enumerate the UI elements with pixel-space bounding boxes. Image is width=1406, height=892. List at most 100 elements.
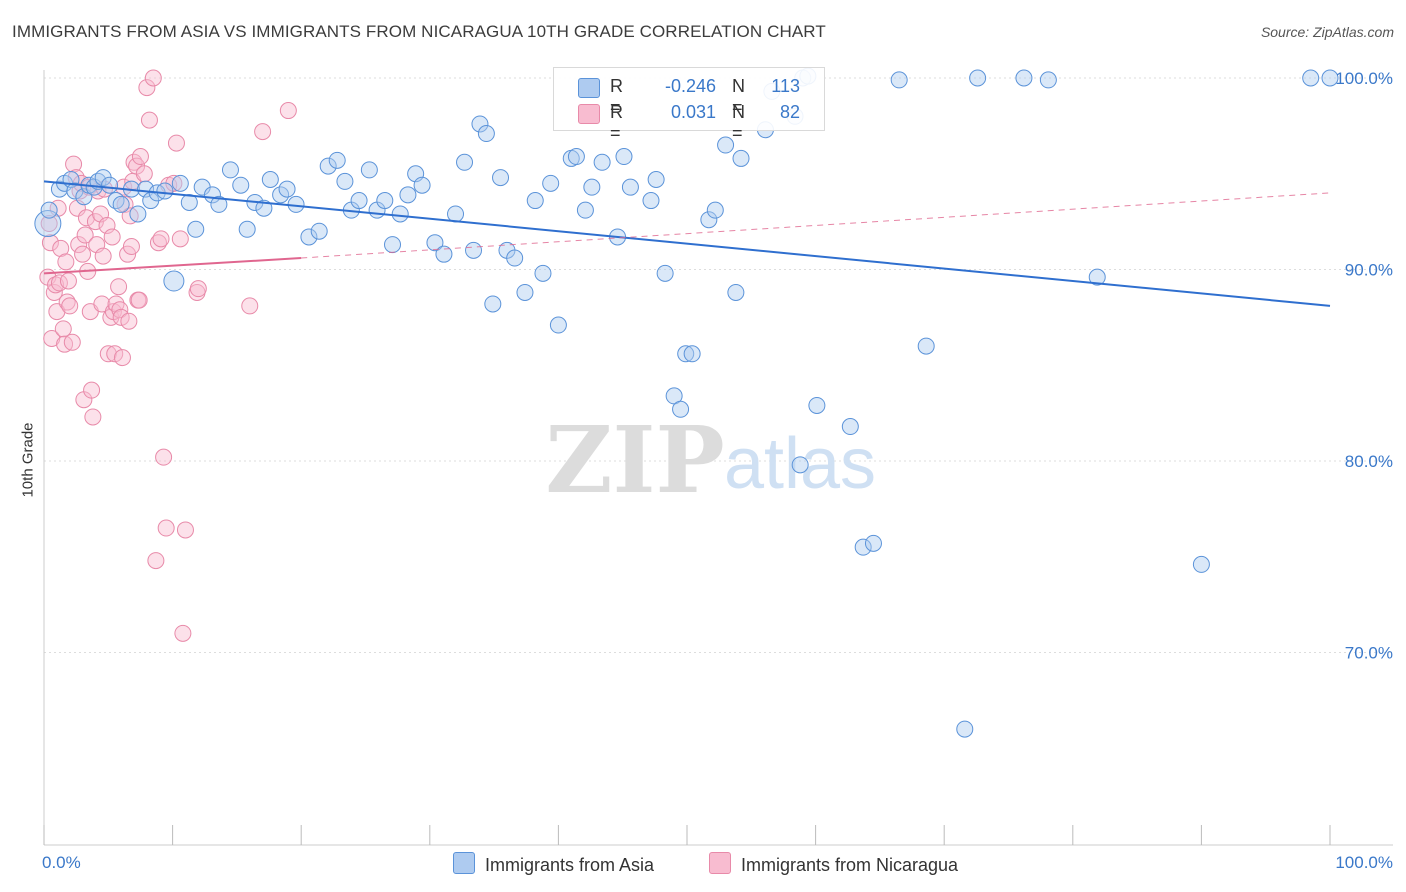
point-asia xyxy=(576,201,594,219)
point-asia xyxy=(376,192,394,210)
point-nicaragua xyxy=(57,253,75,271)
point-asia xyxy=(484,295,502,313)
point-asia xyxy=(101,176,119,194)
point-asia xyxy=(319,157,337,175)
point-nicaragua xyxy=(135,165,153,183)
correlation-legend: R = -0.246 N = 113 R = 0.031 N = 82 xyxy=(553,67,825,143)
point-asia xyxy=(300,228,318,246)
point-nicaragua xyxy=(40,215,58,233)
x-tick-label-min: 0.0% xyxy=(42,853,81,872)
point-asia xyxy=(384,236,402,254)
point-nicaragua xyxy=(279,102,297,120)
legend-r-value-nicaragua: 0.031 xyxy=(670,102,716,122)
point-asia xyxy=(567,148,585,166)
point-asia xyxy=(534,264,552,282)
point-asia xyxy=(642,192,660,210)
point-nicaragua xyxy=(99,345,117,363)
y-tick-label: 70.0% xyxy=(1345,644,1393,663)
point-asia xyxy=(621,178,639,196)
point-nicaragua xyxy=(131,148,149,166)
point-nicaragua xyxy=(140,111,158,129)
point-asia xyxy=(683,345,701,363)
point-asia xyxy=(232,176,250,194)
point-asia xyxy=(593,153,611,171)
point-asia xyxy=(1321,69,1339,87)
point-asia xyxy=(34,210,62,238)
point-nicaragua xyxy=(176,521,194,539)
point-asia xyxy=(542,174,560,192)
bottom-legend-swatch-nicaragua xyxy=(709,852,731,874)
point-asia xyxy=(210,195,228,213)
point-asia xyxy=(278,180,296,198)
trendline-nicaragua-dashed xyxy=(301,192,1331,259)
bottom-legend-asia[interactable]: Immigrants from Asia xyxy=(453,852,654,876)
point-asia xyxy=(350,192,368,210)
point-asia xyxy=(171,174,189,192)
axes xyxy=(43,70,1393,846)
point-asia xyxy=(956,720,974,738)
point-asia xyxy=(864,534,882,552)
point-asia xyxy=(447,205,465,223)
point-asia xyxy=(391,205,409,223)
point-nicaragua xyxy=(152,230,170,248)
point-asia xyxy=(656,264,674,282)
point-asia xyxy=(255,199,273,217)
point-nicaragua xyxy=(138,79,156,97)
watermark-atlas: atlas xyxy=(724,424,876,504)
point-nicaragua xyxy=(61,297,79,315)
point-asia xyxy=(1015,69,1033,87)
legend-swatch-nicaragua xyxy=(578,104,600,124)
y-tick-label: 80.0% xyxy=(1345,452,1393,471)
point-nicaragua xyxy=(70,236,88,254)
point-asia xyxy=(456,153,474,171)
point-nicaragua xyxy=(76,226,94,244)
legend-n-label: N = xyxy=(732,76,745,117)
point-nicaragua xyxy=(84,408,102,426)
point-nicaragua xyxy=(241,297,259,315)
point-nicaragua xyxy=(94,247,112,265)
point-asia xyxy=(261,170,279,188)
point-asia xyxy=(700,211,718,229)
bottom-legend-label-nicaragua: Immigrants from Nicaragua xyxy=(741,855,959,875)
point-asia xyxy=(163,270,185,292)
point-asia xyxy=(677,345,695,363)
point-asia xyxy=(516,283,534,301)
point-asia xyxy=(969,69,987,87)
trendline-asia xyxy=(43,180,1331,307)
point-asia xyxy=(413,176,431,194)
point-nicaragua xyxy=(74,245,92,263)
point-asia xyxy=(1088,268,1106,286)
bottom-legend-nicaragua[interactable]: Immigrants from Nicaragua xyxy=(709,852,958,876)
gridlines xyxy=(44,77,1393,653)
point-nicaragua xyxy=(113,349,131,367)
point-nicaragua xyxy=(63,333,81,351)
watermark-zip: ZIP xyxy=(545,406,724,514)
point-nicaragua xyxy=(120,312,138,330)
point-nicaragua xyxy=(174,624,192,642)
point-asia xyxy=(549,316,567,334)
legend-r-label: R = xyxy=(610,76,623,117)
point-nicaragua xyxy=(103,228,121,246)
point-asia xyxy=(336,172,354,190)
point-nicaragua xyxy=(189,280,207,298)
point-asia xyxy=(310,222,328,240)
point-nicaragua xyxy=(147,552,165,570)
series-nicaragua-points xyxy=(39,69,297,642)
bottom-legend-label-asia: Immigrants from Asia xyxy=(485,855,655,875)
point-asia xyxy=(791,456,809,474)
point-asia xyxy=(647,170,665,188)
point-asia xyxy=(129,205,147,223)
point-nicaragua xyxy=(59,272,77,290)
point-asia xyxy=(1302,69,1320,87)
point-nicaragua xyxy=(119,245,137,263)
point-asia xyxy=(492,169,510,187)
point-nicaragua xyxy=(171,230,189,248)
point-asia xyxy=(526,192,544,210)
point-asia xyxy=(583,178,601,196)
y-tick-label: 90.0% xyxy=(1345,261,1393,280)
point-nicaragua xyxy=(155,448,173,466)
point-nicaragua xyxy=(77,209,95,227)
point-asia xyxy=(272,186,290,204)
series-asia-points xyxy=(34,67,1339,738)
point-nicaragua xyxy=(41,234,59,252)
